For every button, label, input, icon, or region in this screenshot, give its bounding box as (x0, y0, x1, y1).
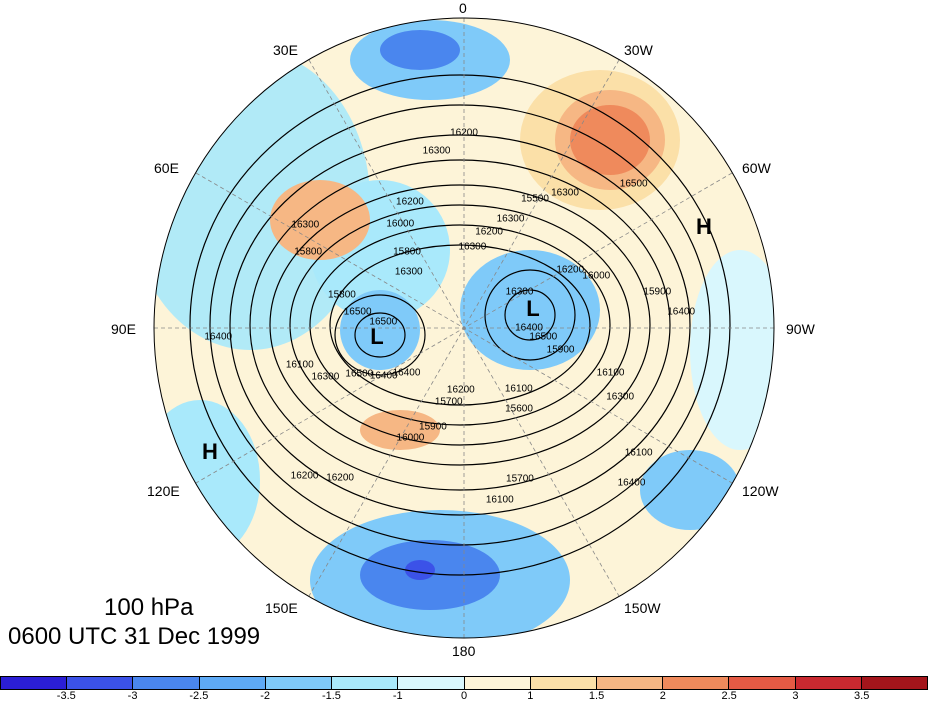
contour-value-label: 16300 (505, 286, 534, 298)
colorbar-tick-label: 3.5 (854, 690, 870, 702)
lon-label-0: 0 (459, 0, 467, 16)
contour-value-label: 16300 (311, 371, 340, 383)
map-boundary (153, 17, 775, 639)
contour-value-label: 16200 (326, 472, 354, 484)
high-pressure-marker: H (202, 439, 218, 464)
contour-value-label: 16300 (291, 219, 320, 230)
lon-label-60w: 60W (742, 160, 771, 176)
contour-value-label: 15800 (294, 246, 323, 257)
longitude-lines (154, 18, 774, 638)
contour-value-label: 16500 (529, 331, 558, 343)
colorbar-swatch (795, 677, 862, 689)
colorbar-tick-label: -3 (127, 690, 138, 702)
colorbar-swatch (332, 677, 399, 689)
contour-value-label: 16200 (556, 264, 585, 276)
contour-value-label: 15900 (643, 286, 672, 298)
contour-value-label: 16100 (485, 494, 514, 506)
contour-value-label: 16300 (422, 145, 451, 157)
contour-value-label: 16200 (290, 470, 319, 482)
contour-value-label: 16200 (396, 196, 424, 208)
colorbar-tick-label: -1.5 (321, 690, 341, 702)
colorbar (0, 676, 928, 690)
colorbar-swatch (729, 677, 796, 689)
contour-value-label: 16500 (619, 178, 648, 190)
contour-value-label: 16500 (345, 368, 374, 380)
lon-label-120w: 120W (742, 483, 779, 499)
colorbar-swatch (199, 677, 266, 689)
contour-value-label: 16000 (386, 218, 415, 230)
height-contours (189, 74, 731, 576)
contour-value-label: 15800 (328, 289, 356, 301)
colorbar-swatch (861, 677, 928, 689)
lon-label-60e: 60E (154, 160, 179, 176)
contour-value-label: 15900 (546, 344, 575, 356)
low-pressure-marker: L (526, 296, 540, 321)
contour-value-label: 16100 (624, 447, 653, 459)
contour-value-label: 16100 (504, 383, 533, 395)
contour-value-label: 15700 (434, 396, 463, 408)
contour-value-label: 16400 (369, 370, 398, 382)
colorbar-swatch (1, 677, 68, 689)
colorbar-swatch (596, 677, 664, 689)
contour-value-label: 16500 (343, 306, 372, 318)
lon-label-30w: 30W (624, 42, 653, 58)
contour-value-label: 16100 (596, 367, 625, 379)
contour-value-label: 16200 (450, 127, 478, 138)
colorbar-tick-label: 0 (460, 690, 468, 702)
lon-label-90e: 90E (111, 321, 136, 337)
contour-value-label: 16300 (606, 391, 635, 403)
lon-label-150e: 150E (265, 600, 298, 616)
contour-value-label: 15600 (505, 403, 533, 415)
lon-label-30e: 30E (273, 42, 298, 58)
map-title: 100 hPa (104, 594, 194, 621)
colorbar-tick-label: 1.5 (588, 690, 605, 702)
contour-value-label: 15900 (419, 421, 447, 433)
colorbar-tick-label: -3.5 (56, 690, 76, 702)
map-subtitle: 0600 UTC 31 Dec 1999 (8, 623, 261, 650)
colorbar-swatch (464, 677, 531, 689)
colorbar-swatch (663, 677, 730, 689)
lon-label-180: 180 (452, 643, 476, 659)
contour-value-label: 16400 (204, 331, 233, 343)
lon-label-120e: 120E (147, 483, 180, 499)
lon-label-150w: 150W (624, 600, 661, 616)
contour-value-label: 16300 (458, 241, 487, 253)
anomaly-field (154, 18, 774, 638)
contour-value-label: 16400 (667, 306, 696, 318)
contour-value-label: 16400 (392, 367, 421, 379)
colorbar-tick-label: -2 (260, 690, 271, 702)
high-pressure-marker: H (696, 214, 712, 239)
contour-value-label: 16300 (394, 266, 423, 278)
colorbar-tick-label: -1 (392, 690, 403, 702)
colorbar-swatch (133, 677, 200, 689)
contour-value-label: 16100 (285, 359, 314, 371)
contour-value-label: 16300 (496, 213, 525, 225)
contour-value-label: 16200 (475, 226, 503, 238)
low-pressure-marker: L (370, 324, 384, 349)
colorbar-tick-label: 2 (659, 690, 666, 702)
contour-value-label: 16500 (369, 316, 398, 328)
colorbar-tick-label: 1 (527, 690, 534, 702)
contour-value-label: 15700 (506, 473, 534, 485)
contour-value-label: 16000 (396, 432, 425, 444)
colorbar-tick-label: -2.5 (189, 690, 209, 702)
colorbar-tick-label: 2.5 (721, 690, 737, 702)
contour-value-label: 15800 (393, 246, 421, 258)
colorbar-swatch (265, 677, 333, 689)
lon-label-90w: 90W (786, 321, 815, 337)
colorbar-swatch (530, 677, 597, 689)
contour-value-label: 16000 (582, 270, 611, 282)
contour-value-label: 16200 (446, 384, 475, 396)
colorbar-swatch (67, 677, 134, 689)
contour-value-label: 16300 (551, 187, 579, 199)
colorbar-swatch (398, 677, 465, 689)
colorbar-tick-label: 3 (792, 690, 799, 702)
contour-value-label: 15500 (521, 193, 549, 205)
contour-value-label: 16400 (617, 477, 646, 489)
contour-value-label: 16400 (515, 322, 543, 334)
